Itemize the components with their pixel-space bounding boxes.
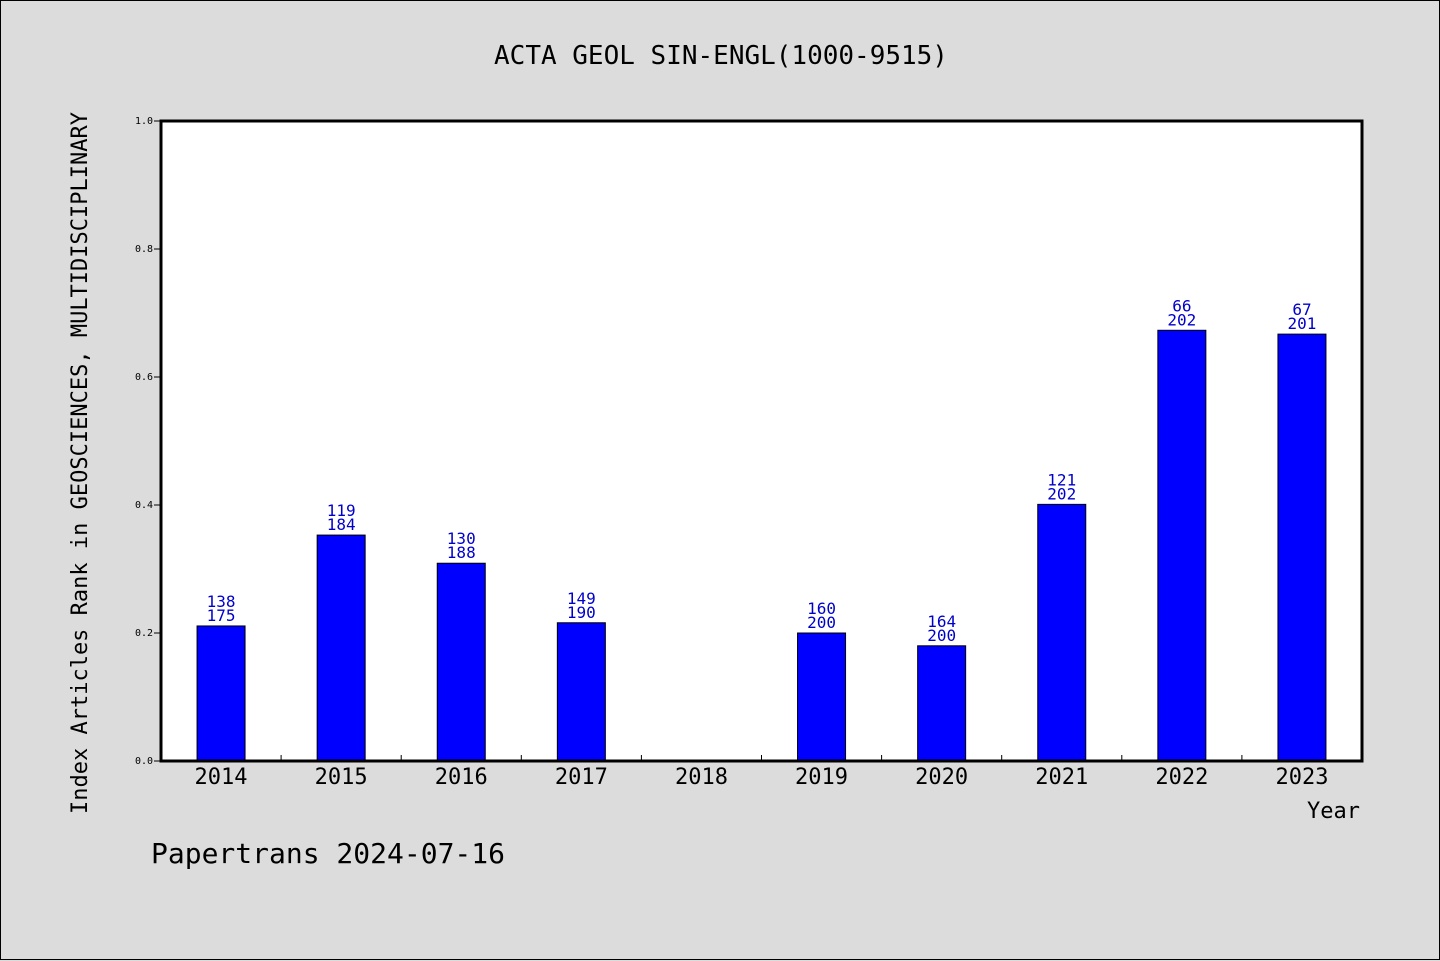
- bar-total-label: 202: [1047, 484, 1076, 503]
- bar-total-label: 188: [447, 543, 476, 562]
- bar-total-label: 200: [807, 613, 836, 632]
- bar-total-label: 184: [327, 515, 356, 534]
- x-tick-label: 2017: [555, 765, 608, 790]
- bar-total-label: 201: [1287, 314, 1316, 333]
- y-axis-title: Index Articles Rank in GEOSCIENCES, MULT…: [68, 112, 93, 814]
- x-tick-label: 2022: [1155, 765, 1208, 790]
- x-ticks-group: 2014 2015 2016 2017 2018 2019 2020 2021 2022 2023: [195, 755, 1328, 790]
- bar-rank-label: 160: [807, 599, 836, 618]
- bar: [1037, 503, 1087, 762]
- bar-total-label: 200: [927, 626, 956, 645]
- bar: [196, 625, 246, 762]
- x-tick-label: 2016: [435, 765, 488, 790]
- bar-total-label: 175: [207, 606, 236, 625]
- bar-rank-label: 67: [1292, 300, 1311, 319]
- bar-rank-label: 66: [1172, 296, 1191, 315]
- y-tick-label: 1.0: [135, 116, 153, 127]
- bar-rank-label: 119: [327, 501, 356, 520]
- bar-total-label: 202: [1167, 310, 1196, 329]
- bar: [1157, 329, 1207, 762]
- bar-total-label: 190: [567, 603, 596, 622]
- bar: [797, 632, 847, 762]
- x-axis-title: Year: [1307, 799, 1360, 824]
- chart-title: ACTA GEOL SIN-ENGL(1000-9515): [494, 41, 948, 71]
- y-tick-label: 0.4: [135, 500, 153, 511]
- y-tick-label: 0.6: [135, 372, 153, 383]
- x-tick-label: 2021: [1035, 765, 1088, 790]
- bar-rank-label: 121: [1047, 470, 1076, 489]
- plot-border: [159, 119, 1364, 763]
- bar-rank-label: 138: [207, 592, 236, 611]
- bar: [556, 622, 606, 762]
- bar: [316, 534, 366, 762]
- x-tick-label: 2019: [795, 765, 848, 790]
- bar-rank-label: 164: [927, 612, 956, 631]
- bar-rank-label: 130: [447, 529, 476, 548]
- y-tick-label: 0.2: [135, 628, 153, 639]
- y-tick-label: 0.0: [135, 756, 153, 767]
- bar-rank-label: 149: [567, 589, 596, 608]
- bars-group: [196, 329, 1327, 762]
- x-tick-label: 2015: [315, 765, 368, 790]
- y-ticks-group: 0.0 0.2 0.4 0.6 0.8 1.0: [135, 116, 161, 767]
- x-tick-label: 2014: [195, 765, 248, 790]
- y-tick-label: 0.8: [135, 244, 153, 255]
- x-tick-label: 2018: [675, 765, 728, 790]
- bar: [1277, 333, 1327, 762]
- x-tick-label: 2020: [915, 765, 968, 790]
- bar: [917, 645, 967, 762]
- footer-credit: Papertrans 2024-07-16: [151, 837, 505, 870]
- bar: [436, 562, 486, 762]
- x-tick-label: 2023: [1275, 765, 1328, 790]
